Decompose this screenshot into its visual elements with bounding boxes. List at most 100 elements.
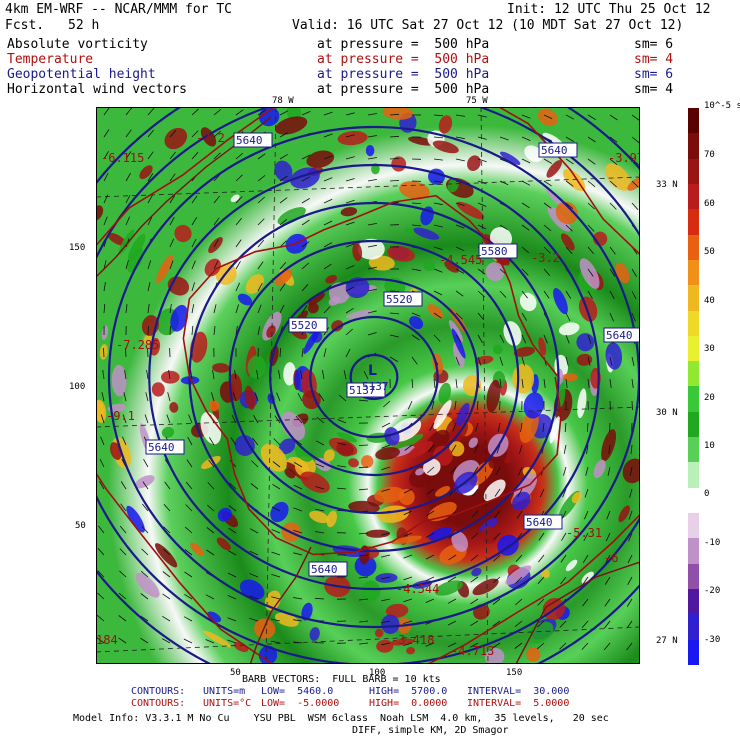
- colorbar-swatch: [688, 108, 699, 134]
- wind-barb: [477, 202, 487, 207]
- wind-barb: [185, 481, 193, 490]
- wind-barb: [587, 268, 594, 277]
- init-time: Init: 12 UTC Thu 25 Oct 12: [507, 2, 711, 17]
- wind-barb: [631, 202, 639, 210]
- vorticity-blob: [216, 537, 231, 551]
- wind-barb: [118, 637, 127, 644]
- wind-barb: [345, 112, 355, 116]
- vorticity-blob: [274, 160, 293, 182]
- wind-barb: [227, 639, 237, 644]
- vorticity-blob: [169, 402, 179, 413]
- vorticity-blob: [500, 151, 521, 165]
- height-contour: [349, 353, 399, 401]
- wind-barb: [301, 154, 311, 160]
- wind-barb: [381, 422, 391, 428]
- vorticity-blob: [375, 447, 400, 460]
- wind-barb: [293, 552, 303, 556]
- wind-barb: [359, 576, 369, 579]
- wind-barb: [433, 246, 443, 250]
- wind-barb: [279, 175, 288, 182]
- vorticity-blob: [449, 441, 465, 457]
- colorbar-swatch: [688, 588, 699, 615]
- wind-barb: [345, 348, 351, 358]
- wind-barb: [367, 157, 377, 160]
- wind-barb: [565, 246, 573, 254]
- vorticity-blob: [512, 491, 531, 511]
- vorticity-blob: [453, 341, 465, 369]
- wind-barb: [336, 487, 347, 490]
- wind-barb: [565, 224, 573, 232]
- wind-barb: [543, 180, 552, 187]
- wind-barb: [323, 306, 331, 314]
- colorbar-tick: -30: [704, 634, 721, 645]
- wind-barb: [257, 196, 265, 204]
- wind-barb: [232, 392, 237, 402]
- low-center-marker: L: [368, 363, 377, 379]
- wind-barb: [493, 554, 501, 562]
- wind-barb: [543, 202, 552, 209]
- wind-barb: [301, 241, 310, 248]
- vorticity-blob: [170, 304, 189, 332]
- wind-barb: [345, 178, 355, 182]
- wind-barb: [190, 370, 193, 380]
- wind-barb: [147, 304, 150, 314]
- wind-barb: [492, 642, 501, 649]
- wind-barb: [295, 415, 303, 424]
- wind-barb: [403, 598, 413, 603]
- wind-barb: [162, 593, 171, 600]
- vorticity-blob: [301, 602, 313, 621]
- vorticity-blob: [451, 531, 469, 552]
- low-center-value: 5137: [362, 380, 389, 393]
- wind-barb: [493, 532, 501, 540]
- wind-barb: [411, 312, 421, 317]
- wind-barb: [301, 176, 311, 182]
- wind-barb: [389, 312, 400, 315]
- wind-barb: [213, 239, 219, 248]
- model-info-2: DIFF, simple KM, 2D Smagor: [352, 725, 509, 736]
- wind-barb: [587, 334, 592, 344]
- wind-barb: [271, 596, 281, 600]
- field-smoothing: sm= 6: [634, 67, 674, 82]
- temperature-contour: [96, 107, 640, 664]
- wind-barb: [147, 107, 155, 116]
- vorticity-blob: [540, 568, 550, 579]
- wind-barb: [315, 440, 325, 446]
- vorticity-blob: [258, 645, 278, 664]
- vorticity-blob: [571, 492, 582, 504]
- wind-barb: [169, 130, 177, 138]
- wind-barb: [125, 151, 132, 160]
- contour-high: HIGH= 5700.0: [369, 686, 448, 697]
- wind-barb: [499, 224, 508, 231]
- vorticity-blob: [254, 618, 276, 639]
- vorticity-blob: [354, 555, 377, 577]
- contour-interval: INTERVAL= 30.000: [467, 686, 570, 697]
- wind-barb: [426, 510, 435, 517]
- contour-label-box: [478, 243, 518, 259]
- field-level: at pressure = 500 hPa: [317, 82, 490, 97]
- contour-units: UNITS=m: [203, 686, 246, 697]
- vorticity-blob: [538, 337, 547, 356]
- wind-barb: [521, 136, 531, 141]
- wind-barb: [381, 444, 391, 449]
- wind-barb: [337, 419, 347, 424]
- wind-barb: [587, 246, 595, 255]
- vorticity-blob: [456, 201, 485, 220]
- wind-barb: [447, 620, 457, 626]
- vorticity-blob: [212, 363, 230, 373]
- wind-barb: [472, 466, 479, 475]
- vorticity-blob: [393, 433, 424, 451]
- wind-barb: [427, 466, 435, 474]
- wind-barb: [470, 554, 479, 561]
- vorticity-blob: [374, 486, 406, 503]
- wind-barb: [249, 550, 259, 556]
- wind-barb: [147, 151, 154, 160]
- vorticity-blob: [549, 416, 560, 444]
- wind-barb: [426, 488, 435, 495]
- vorticity-blob: [483, 479, 506, 502]
- wind-barb: [102, 370, 105, 380]
- wind-barb: [301, 219, 310, 226]
- wind-barb: [125, 194, 131, 204]
- vorticity-blob: [284, 468, 296, 479]
- wind-barb: [140, 615, 149, 622]
- wind-barb: [631, 356, 635, 366]
